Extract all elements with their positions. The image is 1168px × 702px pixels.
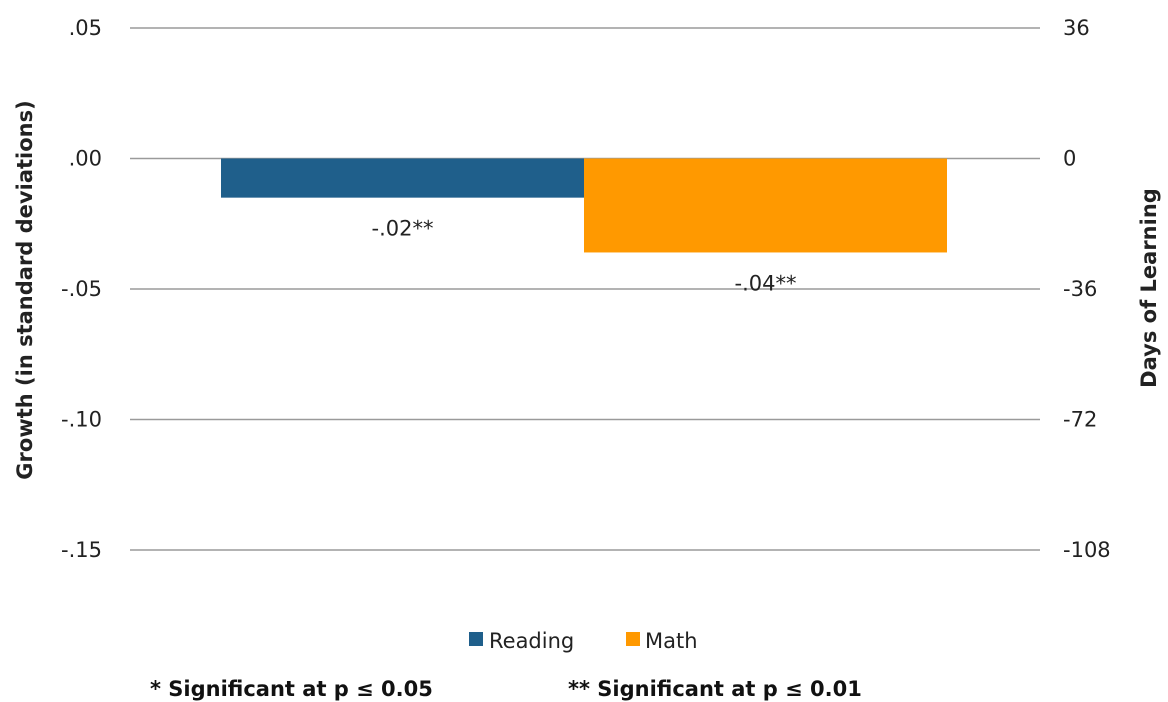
- y-tick-label: -.15: [61, 538, 102, 562]
- data-labels: -.02** -.04**: [372, 217, 797, 296]
- footnote-significance-05: * Significant at p ≤ 0.05: [150, 677, 433, 701]
- y2-tick-label: -108: [1063, 538, 1111, 562]
- bar-math: [584, 158, 947, 253]
- legend: Reading Math: [469, 629, 698, 653]
- gridlines: [130, 27, 1040, 551]
- y2-tick-label: -72: [1063, 408, 1097, 432]
- y-axis-left-ticks: .05 .00 -.05 -.10 -.15: [61, 16, 102, 562]
- y-axis-left-title: Growth (in standard deviations): [13, 100, 37, 479]
- data-label-reading: -.02**: [372, 217, 434, 241]
- y2-tick-label: 36: [1063, 16, 1090, 40]
- y-tick-label: -.05: [61, 277, 102, 301]
- legend-swatch-reading: [469, 632, 483, 646]
- bar-reading: [221, 158, 584, 198]
- legend-label-math: Math: [645, 629, 698, 653]
- bars: [221, 158, 947, 253]
- y2-tick-label: 0: [1063, 147, 1076, 171]
- y2-tick-label: -36: [1063, 277, 1097, 301]
- legend-label-reading: Reading: [489, 629, 574, 653]
- y-tick-label: .05: [69, 16, 102, 40]
- y-tick-label: .00: [69, 147, 102, 171]
- y-axis-right-title: Days of Learning: [1137, 188, 1161, 388]
- legend-swatch-math: [626, 632, 640, 646]
- y-axis-right-ticks: 36 0 -36 -72 -108: [1063, 16, 1111, 562]
- y-tick-label: -.10: [61, 408, 102, 432]
- data-label-math: -.04**: [735, 271, 797, 295]
- footnote-significance-01: ** Significant at p ≤ 0.01: [568, 677, 862, 701]
